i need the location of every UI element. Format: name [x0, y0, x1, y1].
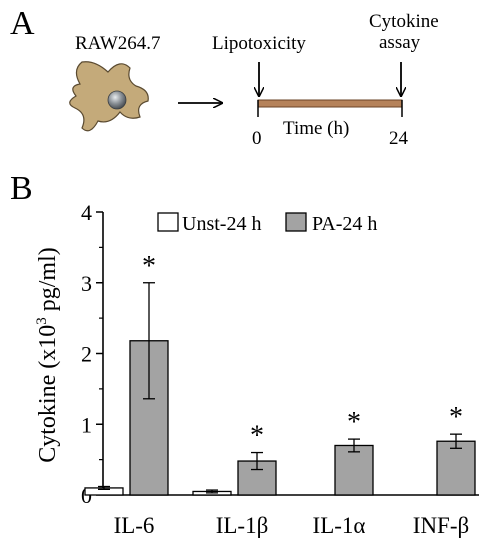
- significance-star: *: [250, 421, 264, 452]
- time-tick-24: 24: [389, 128, 408, 149]
- y-axis-label-main: Cytokine (x10: [35, 325, 61, 463]
- significance-star: *: [449, 402, 463, 433]
- legend-label-pa: PA-24 h: [312, 213, 377, 235]
- panel-b-letter: B: [10, 170, 33, 207]
- y-tick-label: 4: [81, 200, 92, 225]
- x-tick-label: IL-1α: [313, 513, 366, 538]
- assay-label: assay: [379, 32, 421, 53]
- y-tick-label: 2: [81, 342, 92, 367]
- cytokine-bar-chart: 01234Cytokine (x103 pg/ml)*IL-6*IL-1β*IL…: [34, 200, 479, 538]
- y-axis-label-unit: pg/ml): [35, 247, 61, 317]
- y-axis-label: Cytokine (x103 pg/ml): [34, 247, 61, 463]
- timeline-bar: [257, 99, 403, 108]
- legend-label-unst: Unst-24 h: [182, 213, 261, 235]
- cell-line-label: RAW264.7: [75, 33, 161, 54]
- y-tick-label: 3: [81, 271, 92, 296]
- cell-nucleus: [107, 90, 127, 110]
- bar-pa: [237, 460, 277, 496]
- legend-swatch-pa: [285, 212, 307, 232]
- bar-pa: [436, 440, 476, 496]
- significance-star: *: [347, 407, 361, 438]
- significance-star: *: [142, 251, 156, 282]
- bar-pa: [334, 444, 374, 496]
- time-axis-label: Time (h): [283, 118, 350, 139]
- legend-swatch-unst: [157, 212, 179, 232]
- x-tick-label: INF-β: [413, 513, 469, 538]
- x-tick-label: IL-6: [114, 513, 155, 538]
- panel-a-letter: A: [10, 5, 35, 42]
- y-tick-label: 1: [81, 412, 92, 437]
- lipotoxicity-label: Lipotoxicity: [212, 33, 306, 54]
- x-tick-label: IL-1β: [216, 513, 269, 538]
- time-tick-0: 0: [252, 128, 262, 149]
- cytokine-label: Cytokine: [369, 11, 439, 32]
- y-axis-label-superscript: 3: [34, 317, 50, 325]
